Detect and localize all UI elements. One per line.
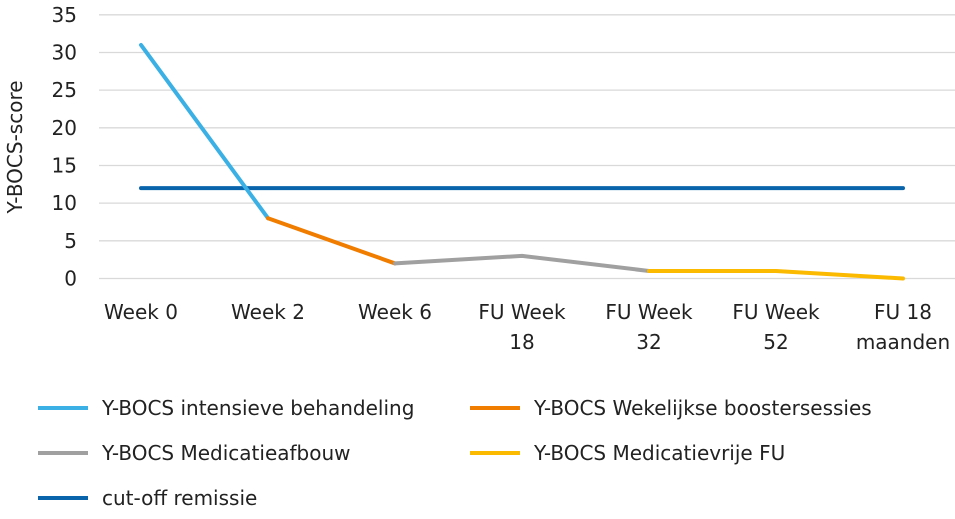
series-line-3 — [647, 268, 905, 281]
x-tick-label: 52 — [763, 330, 788, 354]
legend-label: cut-off remissie — [102, 486, 257, 510]
y-axis-label: Y-BOCS-score — [3, 80, 27, 214]
x-tick-label: FU Week — [605, 300, 693, 324]
y-tick-label: 0 — [64, 267, 77, 291]
y-tick-label: 25 — [52, 78, 77, 102]
series-line-1 — [266, 216, 397, 266]
legend-label: Y-BOCS Medicatievrije FU — [533, 441, 785, 465]
y-tick-label: 20 — [52, 116, 77, 140]
x-tick-label: Week 6 — [358, 300, 432, 324]
legend-label: Y-BOCS Medicatieafbouw — [101, 441, 351, 465]
x-tick-label: Week 0 — [104, 300, 178, 324]
series-line-0 — [139, 42, 270, 221]
x-tick-label: 32 — [636, 330, 661, 354]
x-tick-label: maanden — [856, 330, 950, 354]
x-tick-label: FU Week — [478, 300, 566, 324]
legend-item: cut-off remissie — [38, 486, 257, 510]
series-line-2 — [393, 253, 651, 273]
y-tick-label: 15 — [52, 153, 77, 177]
legend-item: Y-BOCS intensieve behandeling — [38, 396, 414, 420]
legend-label: Y-BOCS Wekelijkse boostersessies — [533, 396, 872, 420]
y-tick-label: 30 — [52, 40, 77, 64]
y-tick-label: 35 — [52, 3, 77, 27]
y-tick-label: 5 — [64, 229, 77, 253]
legend-item: Y-BOCS Medicatievrije FU — [470, 441, 785, 465]
x-tick-label: 18 — [509, 330, 534, 354]
y-tick-label: 10 — [52, 191, 77, 215]
legend-item: Y-BOCS Medicatieafbouw — [38, 441, 351, 465]
legend-label: Y-BOCS intensieve behandeling — [101, 396, 414, 420]
x-tick-label: Week 2 — [231, 300, 305, 324]
x-tick-label: FU 18 — [874, 300, 932, 324]
legend-item: Y-BOCS Wekelijkse boostersessies — [470, 396, 872, 420]
x-tick-label: FU Week — [732, 300, 820, 324]
